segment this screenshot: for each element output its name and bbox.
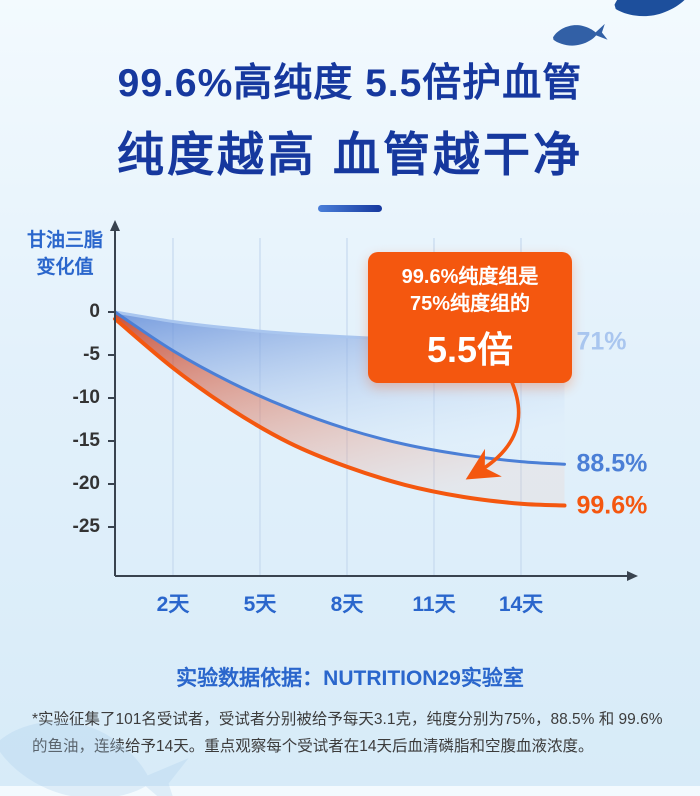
- y-tick-label: -15: [72, 430, 100, 451]
- series-label-88-5: 88.5%: [576, 449, 648, 478]
- x-tick-label: 5天: [243, 593, 277, 616]
- x-tick-label: 2天: [156, 593, 190, 616]
- callout-badge: 99.6%纯度组是 75%纯度组的 5.5倍: [368, 252, 572, 383]
- x-tick-label: 11天: [412, 593, 456, 616]
- footnote: *实验征集了101名受试者，受试者分别被给予每天3.1克，纯度分别为75%，88…: [32, 711, 663, 756]
- headline-line2: 纯度越高 血管越干净: [116, 128, 584, 181]
- title-divider: [318, 205, 382, 212]
- callout-multiplier: 5.5倍: [426, 329, 514, 370]
- callout-line1: 99.6%纯度组是: [401, 266, 539, 288]
- triglyceride-chart: 甘油三脂 变化值 99.6%纯度组是 75%纯度组的 5.5倍 71% 88.5…: [0, 216, 700, 646]
- x-tick-label: 14天: [498, 593, 544, 616]
- x-tick-label: 8天: [330, 593, 364, 616]
- series-label-99-6: 99.6%: [576, 491, 648, 519]
- y-tick-label: 0: [89, 301, 100, 322]
- y-tick-label: -10: [72, 387, 100, 408]
- y-tick-label: -20: [72, 473, 100, 494]
- y-axis-title: 甘油三脂 变化值: [26, 230, 103, 278]
- y-axis-arrow-icon: [110, 220, 120, 231]
- x-axis-arrow-icon: [627, 571, 638, 581]
- headline-line1: 99.6%高纯度 5.5倍护血管: [117, 62, 583, 105]
- y-tick-label: -5: [83, 344, 100, 365]
- callout-arrow-icon: [465, 378, 521, 480]
- series-label-71: 71%: [576, 327, 627, 356]
- callout-line2: 75%纯度组的: [409, 293, 531, 315]
- y-tick-label: -25: [72, 516, 100, 537]
- data-source: 实验数据依据：NUTRITION29实验室: [176, 667, 524, 690]
